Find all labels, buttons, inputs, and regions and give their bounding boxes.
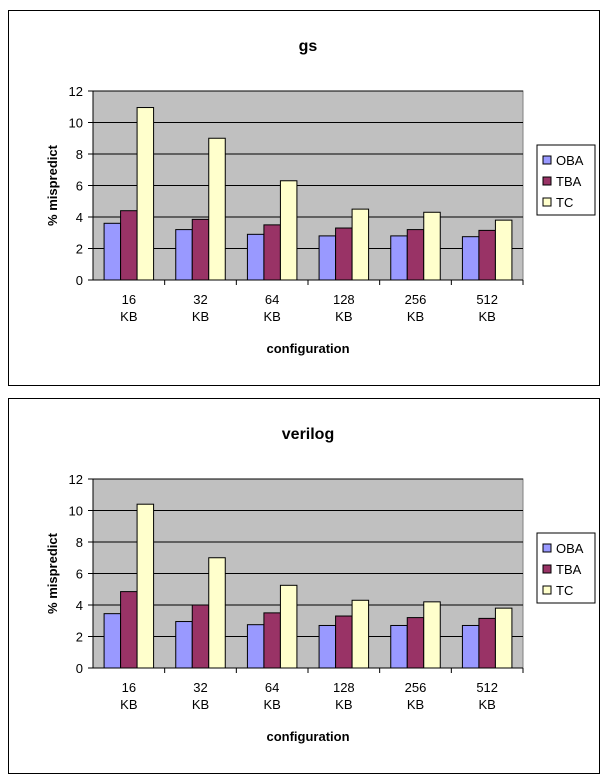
bar-tba (478, 229, 496, 281)
bar-oba (318, 624, 337, 669)
bar-tc (208, 557, 226, 669)
bar-tba (263, 224, 281, 281)
x-tick-label: KB (120, 697, 137, 712)
legend-swatch-tba (542, 564, 552, 574)
x-tick-label: KB (120, 309, 137, 324)
bar-tba (335, 615, 353, 669)
chart-panel-verilog: verilog 0 2 4 6 8 10 12 16 KB 32 KB 64 KB 128 KB 256 KB 51… (8, 398, 600, 774)
x-tick-label: 128 (333, 292, 355, 307)
y-tick-label: 8 (76, 147, 83, 162)
bar-tc (351, 599, 370, 669)
y-tick-label: 6 (76, 567, 83, 582)
legend-label-oba: OBA (556, 153, 584, 168)
legend-label-tba: TBA (556, 562, 582, 577)
legend-label-tba: TBA (556, 174, 582, 189)
y-tick-label: 2 (76, 242, 83, 257)
x-tick-label: 16 (122, 680, 136, 695)
bar-tc (494, 607, 513, 669)
bar-tba (191, 604, 210, 669)
legend-swatch-tc (542, 197, 552, 207)
x-tick-label: 64 (265, 292, 279, 307)
bar-oba (461, 624, 480, 669)
bar-tba (263, 612, 281, 669)
chart-verilog: verilog 0 2 4 6 8 10 12 16 KB 32 KB 64 KB 128 KB 256 KB 51… (45, 426, 596, 744)
y-tick-label: 6 (76, 179, 83, 194)
bar-tc (423, 601, 441, 669)
bar-oba (175, 229, 193, 281)
bar-tc (279, 180, 298, 281)
x-tick-label: 64 (265, 680, 279, 695)
legend-swatch-oba (542, 543, 552, 553)
x-tick-label: 512 (476, 292, 498, 307)
chart-title: verilog (282, 426, 334, 443)
y-tick-label: 10 (69, 116, 83, 131)
legend-swatch-oba (542, 155, 552, 165)
bar-oba (103, 613, 122, 669)
bar-tc (279, 584, 298, 669)
legend-label-tc: TC (556, 583, 573, 598)
chart-panel-gs: gs 0 2 4 6 8 10 12 16 KB 32 KB 64 KB 128 KB 256 KB 512 KB co… (8, 10, 600, 386)
x-tick-label: 256 (405, 292, 427, 307)
x-tick-label: 512 (476, 680, 498, 695)
x-tick-label: KB (407, 309, 424, 324)
y-tick-label: 8 (76, 535, 83, 550)
bar-tc (423, 211, 441, 281)
x-tick-label: KB (478, 309, 495, 324)
legend-label-tc: TC (556, 195, 573, 210)
y-tick-label: 2 (76, 630, 83, 645)
bar-oba (103, 222, 122, 281)
y-tick-label: 4 (76, 210, 83, 225)
y-axis-label: % mispredict (45, 532, 60, 614)
bar-oba (246, 233, 265, 281)
x-tick-label: KB (335, 309, 352, 324)
bar-tba (478, 617, 496, 669)
bar-tba (120, 591, 138, 669)
bar-tba (406, 229, 425, 281)
x-tick-label: 128 (333, 680, 355, 695)
bar-tc (136, 503, 155, 669)
x-tick-label: 32 (193, 292, 207, 307)
x-tick-label: 16 (122, 292, 136, 307)
bar-oba (246, 624, 265, 669)
x-tick-label: KB (263, 697, 280, 712)
bar-tba (406, 617, 425, 669)
bar-oba (390, 624, 408, 669)
x-tick-label: KB (407, 697, 424, 712)
chart-title: gs (299, 38, 318, 55)
y-tick-label: 12 (69, 84, 83, 99)
x-tick-label: KB (263, 309, 280, 324)
legend-swatch-tba (542, 176, 552, 186)
x-tick-label: 32 (193, 680, 207, 695)
legend-swatch-tc (542, 585, 552, 595)
y-tick-label: 0 (76, 273, 83, 288)
x-tick-label: KB (478, 697, 495, 712)
bar-oba (175, 621, 193, 669)
x-axis-label: configuration (266, 341, 349, 356)
bar-tba (120, 210, 138, 281)
x-tick-label: KB (192, 697, 209, 712)
x-tick-label: KB (335, 697, 352, 712)
bar-oba (318, 235, 337, 281)
x-tick-label: KB (192, 309, 209, 324)
bar-tc (208, 137, 226, 281)
y-tick-label: 4 (76, 598, 83, 613)
bar-oba (390, 235, 408, 281)
y-tick-label: 0 (76, 661, 83, 676)
bar-tc (136, 107, 155, 281)
bar-tc (494, 219, 513, 281)
bar-tba (191, 218, 210, 281)
y-tick-label: 10 (69, 504, 83, 519)
legend-label-oba: OBA (556, 541, 584, 556)
bar-tc (351, 208, 370, 281)
y-axis-label: % mispredict (45, 144, 60, 226)
bar-tba (335, 227, 353, 281)
x-axis-label: configuration (266, 729, 349, 744)
y-tick-label: 12 (69, 472, 83, 487)
chart-gs: gs 0 2 4 6 8 10 12 16 KB 32 KB 64 KB 128 KB 256 KB 512 KB co… (45, 38, 596, 356)
x-tick-label: 256 (405, 680, 427, 695)
bar-oba (461, 236, 480, 281)
